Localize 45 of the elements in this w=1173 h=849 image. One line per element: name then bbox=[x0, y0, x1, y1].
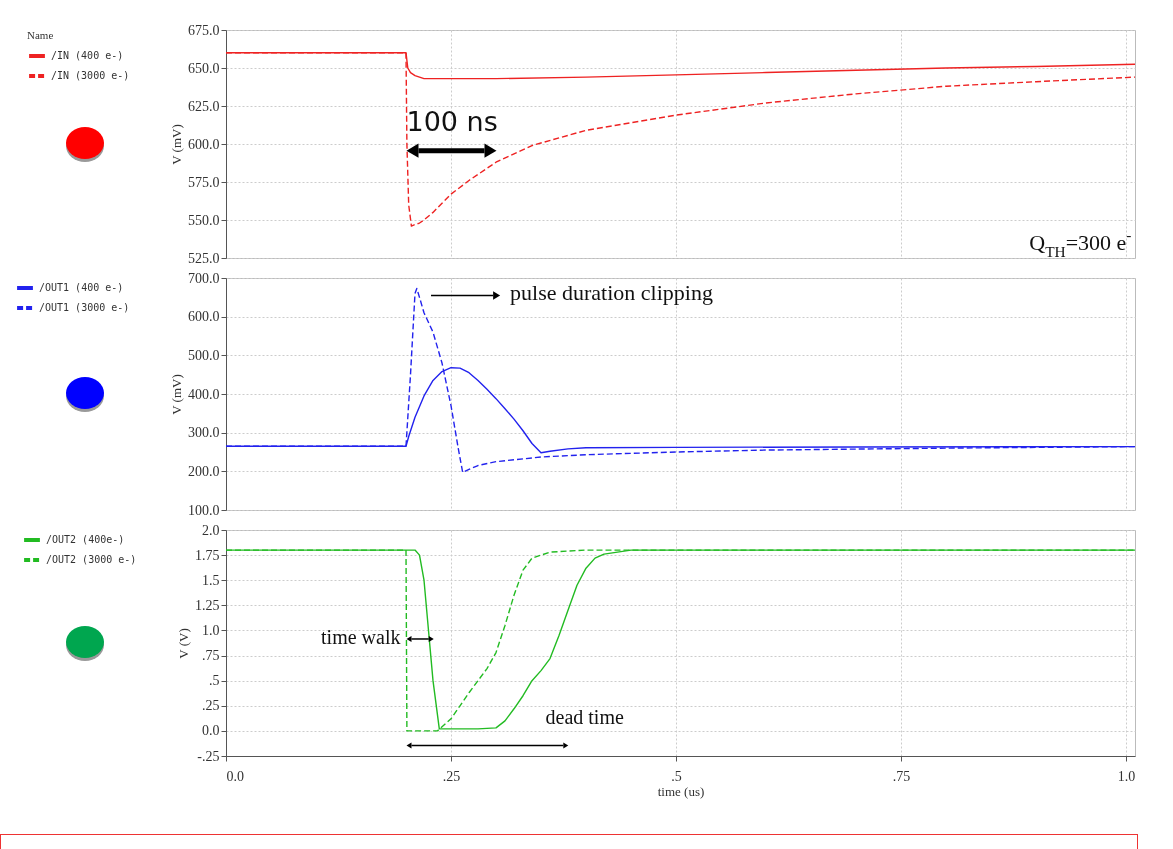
annotation: time walk bbox=[321, 625, 401, 648]
y-axis-title: V (mV) bbox=[169, 124, 184, 165]
legend-title: Name bbox=[27, 29, 54, 41]
y-axis-title: V (V) bbox=[176, 628, 191, 659]
x-tick-label: 1.0 bbox=[1117, 768, 1136, 784]
legend-label: /OUT2 (3000 e-) bbox=[46, 554, 137, 565]
annotation: Q$_{TH}$=300 e$^{-}$ bbox=[1029, 225, 1132, 260]
y-tick-label: .5 bbox=[209, 673, 220, 689]
y-tick-label: 500.0 bbox=[188, 347, 220, 363]
annotation: pulse duration clipping bbox=[510, 280, 713, 306]
x-axis-title: time (us) bbox=[657, 783, 705, 799]
y-tick-label: 200.0 bbox=[188, 463, 220, 479]
y-tick-label: 1.5 bbox=[202, 572, 220, 588]
x-tick-label: .5 bbox=[671, 768, 682, 784]
legend-label: /IN (400 e-) bbox=[51, 50, 124, 61]
legend-label: /OUT1 (3000 e-) bbox=[39, 302, 130, 313]
y-tick-label: 600.0 bbox=[188, 309, 220, 325]
y-tick-label: 1.0 bbox=[202, 622, 220, 638]
legend-label: /OUT1 (400 e-) bbox=[39, 282, 124, 293]
y-tick-label: 300.0 bbox=[188, 425, 220, 441]
y-tick-label: 1.75 bbox=[195, 547, 220, 563]
legend-label: /OUT2 (400e-) bbox=[46, 534, 125, 545]
y-tick-label: 575.0 bbox=[188, 174, 220, 190]
y-tick-label: 550.0 bbox=[188, 212, 220, 228]
y-tick-label: 600.0 bbox=[188, 136, 220, 152]
y-tick-label: 100.0 bbox=[188, 502, 220, 518]
y-tick-label: .75 bbox=[202, 648, 220, 664]
annotation: 100 ns bbox=[406, 105, 498, 137]
y-tick-label: 1.25 bbox=[195, 597, 220, 613]
annotation: dead time bbox=[545, 706, 624, 729]
y-tick-label: 700.0 bbox=[188, 270, 220, 286]
y-tick-label: 650.0 bbox=[188, 60, 220, 76]
x-tick-label: 0.0 bbox=[226, 768, 244, 784]
y-tick-label: 525.0 bbox=[188, 250, 220, 266]
legend-label: /IN (3000 e-) bbox=[51, 70, 130, 81]
y-tick-label: 675.0 bbox=[188, 22, 220, 38]
y-tick-label: .25 bbox=[202, 698, 220, 714]
y-tick-label: 0.0 bbox=[202, 723, 220, 739]
y-tick-label: -.25 bbox=[197, 748, 220, 764]
y-tick-label: 625.0 bbox=[188, 98, 220, 114]
x-tick-label: .25 bbox=[442, 768, 461, 784]
y-tick-label: 400.0 bbox=[188, 386, 220, 402]
x-tick-label: .75 bbox=[892, 768, 911, 784]
y-axis-title: V (mV) bbox=[169, 374, 184, 415]
y-tick-label: 2.0 bbox=[202, 522, 220, 538]
